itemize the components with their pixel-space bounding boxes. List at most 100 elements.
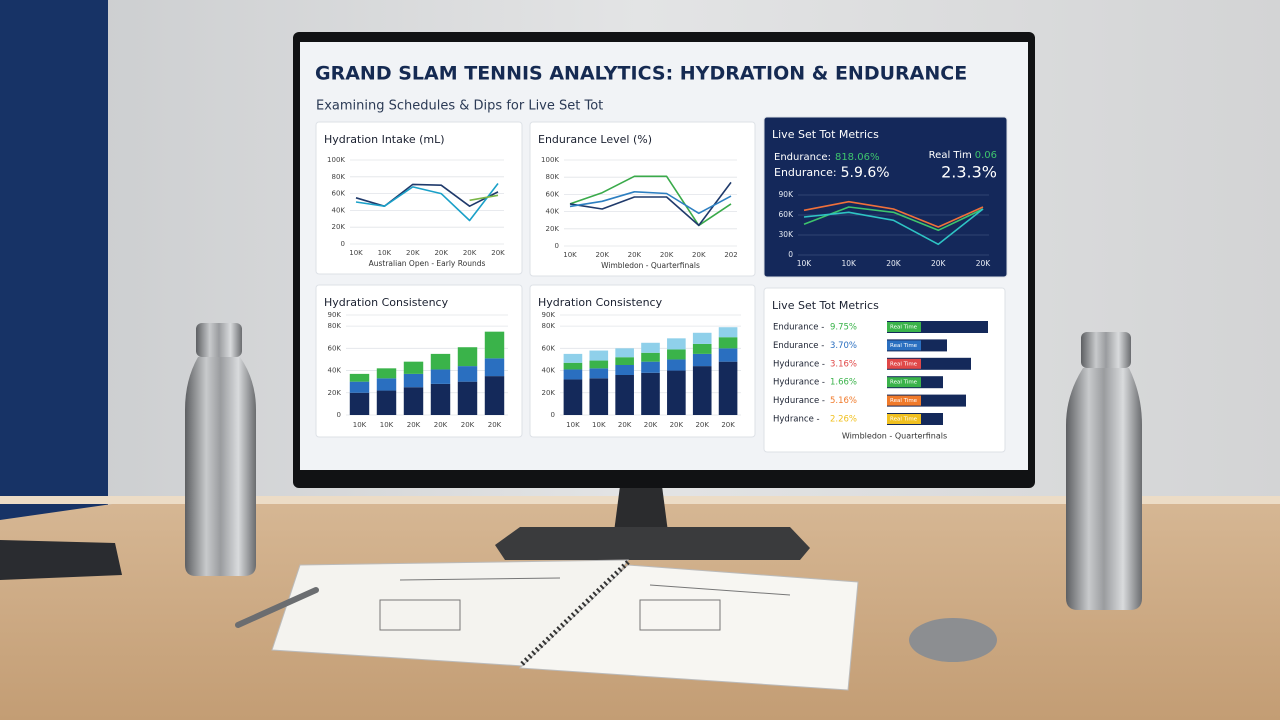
x-tick-label: 20K: [721, 421, 735, 429]
bar-segment: [692, 332, 712, 344]
bar-segment: [430, 369, 451, 384]
panel: [763, 116, 1008, 278]
bar-segment: [349, 373, 370, 382]
bar-segment: [641, 352, 660, 362]
bar-segment: [430, 383, 451, 415]
metric-footer: Wimbledon - Quarterfinals: [842, 432, 947, 441]
x-tick-label: 10K: [566, 421, 580, 429]
y-tick-label: 90K: [779, 190, 795, 199]
x-tick-label: 20K: [660, 251, 674, 259]
stat-label: Real Tim: [929, 150, 972, 161]
stat-label: Endurance:: [774, 152, 831, 163]
bar-segment: [563, 362, 583, 370]
x-tick-label: 20K: [618, 421, 632, 429]
bar-segment: [718, 337, 738, 349]
x-tick-label: 10K: [592, 421, 606, 429]
x-tick-label: 20K: [434, 249, 448, 257]
bar-segment: [563, 353, 583, 363]
metric-tag: [887, 322, 921, 332]
metric-tag-label: Real Time: [890, 325, 918, 331]
y-tick-label: 20K: [332, 223, 346, 231]
x-tick-label: 20K: [886, 259, 902, 268]
metric-tag-label: Real Time: [890, 343, 918, 349]
metric-tag-label: Real Time: [890, 417, 918, 423]
sketch-line: [649, 584, 791, 596]
metric-reading: 2.26%: [830, 415, 857, 425]
keyboard: [0, 540, 122, 580]
y-tick-label: 40K: [546, 208, 560, 216]
x-tick-label: 20K: [461, 421, 475, 429]
bar-segment: [376, 390, 397, 415]
y-tick-label: 40K: [542, 367, 556, 375]
line-series: [569, 175, 732, 227]
x-axis-label: Australian Open - Early Rounds: [369, 259, 486, 268]
metric-label: Endurance -: [773, 323, 824, 333]
line-series: [469, 194, 499, 202]
panel-title: Hydration Consistency: [324, 296, 449, 309]
x-tick-label: 20K: [595, 251, 609, 259]
notebook-sketch: [379, 577, 791, 631]
metric-tag-label: Real Time: [890, 361, 918, 367]
x-tick-label: 20K: [692, 251, 706, 259]
bar-segment: [484, 331, 505, 359]
bar-segment: [641, 372, 660, 415]
sketch-line: [399, 577, 561, 581]
metric-label: Endurance -: [773, 341, 824, 351]
bar-segment: [349, 392, 370, 415]
bar-segment: [615, 365, 634, 375]
y-tick-label: 60K: [328, 344, 342, 352]
wall-panel: [0, 0, 108, 520]
y-tick-label: 0: [551, 411, 555, 419]
y-tick-label: 60K: [542, 344, 556, 352]
metric-reading: 5.16%: [830, 396, 857, 406]
metric-reading: 9.75%: [830, 323, 857, 333]
x-tick-label: 10K: [378, 249, 392, 257]
bar-segment: [376, 378, 397, 391]
sketch-box: [379, 599, 461, 631]
y-tick-label: 0: [555, 242, 559, 250]
bar-segment: [589, 368, 609, 379]
bar-segment: [667, 359, 686, 371]
y-tick-label: 20K: [328, 389, 342, 397]
mouse: [909, 618, 997, 662]
stat-value: 0.06: [975, 150, 997, 161]
metric-reading: 3.16%: [830, 359, 857, 369]
x-tick-label: 10K: [349, 249, 363, 257]
bar-segment: [615, 348, 634, 358]
bar-segment: [457, 381, 478, 415]
y-tick-label: 20K: [546, 225, 560, 233]
bar-segment: [667, 370, 686, 415]
metric-reading: 1.66%: [830, 378, 857, 388]
x-tick-label: 20K: [406, 249, 420, 257]
bar-segment: [615, 357, 634, 365]
x-tick-label: 10K: [842, 259, 858, 268]
bar-segment: [376, 368, 397, 379]
line-series: [803, 200, 984, 228]
stat-value: 5.9.6%: [841, 165, 890, 181]
line-series: [569, 191, 732, 215]
x-tick-label: 20K: [976, 259, 992, 268]
y-tick-label: 80K: [332, 173, 346, 181]
y-tick-label: 60K: [332, 190, 346, 198]
metric-tag: [887, 377, 921, 388]
bottle-cap: [196, 323, 242, 357]
y-tick-label: 0: [341, 240, 345, 248]
x-tick-label: 10K: [353, 421, 367, 429]
metric-tag: [887, 414, 921, 424]
bar-segment: [692, 343, 712, 354]
stat-label: Endurance:: [774, 166, 837, 179]
metric-label: Hydurance -: [773, 359, 825, 369]
bottle-right: [1066, 332, 1142, 610]
metric-tag: [887, 340, 921, 351]
metric-label: Hydurance -: [773, 378, 825, 388]
x-tick-label: 20K: [488, 421, 502, 429]
line-series: [803, 206, 984, 232]
y-tick-label: 60K: [779, 210, 795, 219]
monitor-neck: [614, 486, 668, 532]
y-tick-label: 0: [337, 411, 341, 419]
bar-segment: [718, 327, 738, 338]
metric-label: Hydurance -: [773, 396, 825, 406]
x-tick-label: 20K: [670, 421, 684, 429]
x-tick-label: 20K: [463, 249, 477, 257]
